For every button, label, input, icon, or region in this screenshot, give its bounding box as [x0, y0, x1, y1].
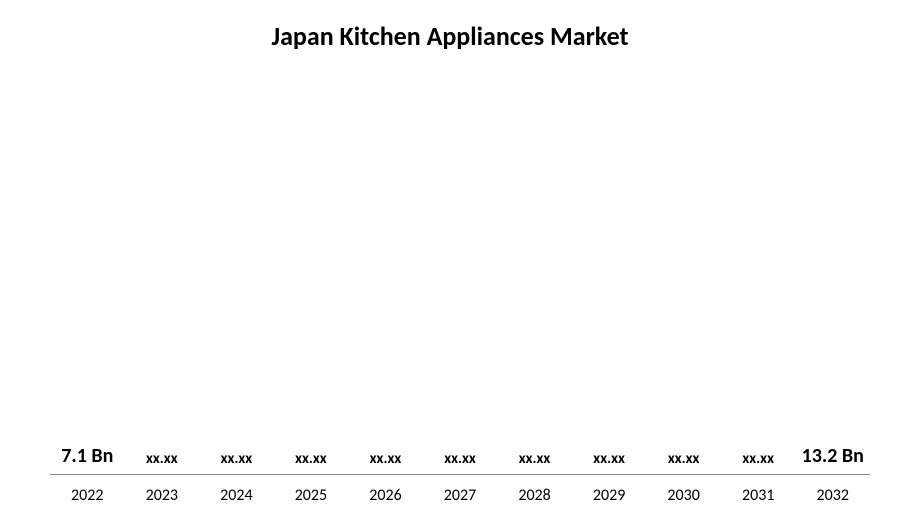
bar-value-label: xx.xx [668, 450, 700, 468]
x-axis-tick: 2028 [497, 486, 572, 505]
x-axis-tick: 2030 [646, 486, 721, 505]
x-axis-tick: 2032 [795, 486, 870, 505]
x-axis-tick: 2029 [572, 486, 647, 505]
x-axis-tick: 2024 [199, 486, 274, 505]
x-axis-tick: 2023 [125, 486, 200, 505]
chart-plot-area: 7.1 Bn xx.xx xx.xx xx.xx xx.xx xx.xx xx.… [50, 80, 870, 475]
bar-value-label: xx.xx [146, 450, 178, 468]
bar-value-label: xx.xx [370, 450, 402, 468]
x-axis-tick: 2031 [721, 486, 796, 505]
bar-value-label: xx.xx [221, 450, 253, 468]
bar-value-label: xx.xx [742, 450, 774, 468]
x-axis: 2022 2023 2024 2025 2026 2027 2028 2029 … [50, 486, 870, 505]
bar-value-label: 7.1 Bn [61, 444, 113, 468]
chart-title: Japan Kitchen Appliances Market [0, 0, 900, 62]
bar-value-label: 13.2 Bn [802, 444, 864, 468]
x-axis-tick: 2026 [348, 486, 423, 505]
bar-value-label: xx.xx [593, 450, 625, 468]
x-axis-tick: 2027 [423, 486, 498, 505]
x-axis-tick: 2025 [274, 486, 349, 505]
bars-container: 7.1 Bn xx.xx xx.xx xx.xx xx.xx xx.xx xx.… [50, 80, 870, 475]
bar-value-label: xx.xx [519, 450, 551, 468]
bar-value-label: xx.xx [295, 450, 327, 468]
x-axis-tick: 2022 [50, 486, 125, 505]
bar-value-label: xx.xx [444, 450, 476, 468]
